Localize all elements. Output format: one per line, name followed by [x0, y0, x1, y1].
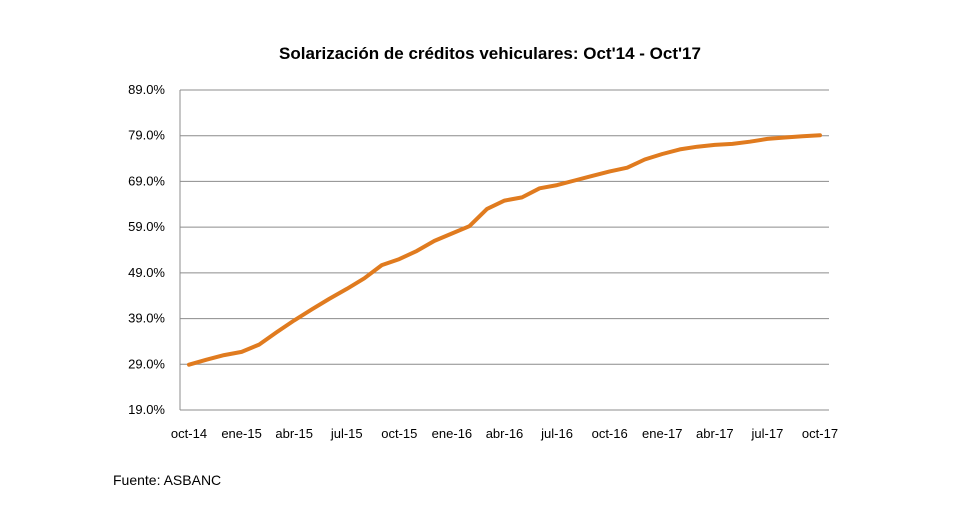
gridlines: [180, 89, 829, 365]
axes: [179, 90, 829, 411]
x-axis-tick-labels: oct-14 ene-15 abr-15 jul-15 oct-15 ene-16 abr-…: [171, 426, 838, 441]
y-axis-tick-labels: 19.0% 29.0% 39.0% 49.0% 59.0% 69.0% 79.0% 89.0%: [128, 82, 165, 417]
x-tick-label: ene-16: [432, 426, 472, 441]
x-tick-label: ene-15: [221, 426, 261, 441]
x-tick-label: oct-17: [802, 426, 838, 441]
y-tick-label: 79.0%: [128, 128, 165, 143]
x-tick-label: jul-15: [330, 426, 363, 441]
y-tick-label: 29.0%: [128, 356, 165, 371]
chart-title: Solarización de créditos vehiculares: Oc…: [279, 44, 701, 63]
y-tick-label: 49.0%: [128, 265, 165, 280]
x-tick-label: oct-15: [381, 426, 417, 441]
x-tick-label: jul-16: [540, 426, 573, 441]
x-tick-label: oct-14: [171, 426, 207, 441]
source-note: Fuente: ASBANC: [113, 472, 222, 488]
series-group: [187, 133, 822, 367]
y-tick-label: 19.0%: [128, 402, 165, 417]
x-tick-label: jul-17: [751, 426, 784, 441]
x-tick-label: abr-15: [275, 426, 313, 441]
y-tick-label: 39.0%: [128, 311, 165, 326]
x-tick-label: ene-17: [642, 426, 682, 441]
y-tick-label: 89.0%: [128, 82, 165, 97]
x-tick-label: abr-16: [486, 426, 524, 441]
series-line: [187, 133, 822, 367]
y-tick-label: 69.0%: [128, 173, 165, 188]
y-tick-label: 59.0%: [128, 219, 165, 234]
x-tick-label: oct-16: [592, 426, 628, 441]
x-tick-label: abr-17: [696, 426, 734, 441]
